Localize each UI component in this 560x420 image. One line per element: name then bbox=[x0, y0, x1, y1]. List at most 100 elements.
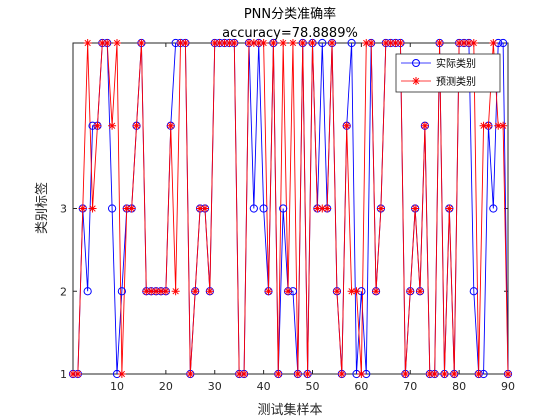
x-tick-label: 50 bbox=[305, 380, 319, 393]
x-tick-label: 60 bbox=[354, 380, 368, 393]
data-point-predicted bbox=[205, 287, 214, 296]
data-point-predicted bbox=[435, 39, 444, 47]
data-point-actual bbox=[469, 287, 478, 296]
data-point-predicted bbox=[83, 39, 92, 47]
data-point-predicted bbox=[425, 370, 434, 378]
x-tick-label: 40 bbox=[257, 380, 271, 393]
data-point-actual bbox=[347, 38, 356, 48]
data-point-predicted bbox=[298, 39, 307, 47]
data-point-predicted bbox=[401, 370, 410, 378]
data-point-predicted bbox=[279, 39, 288, 47]
data-point-predicted bbox=[200, 204, 209, 213]
data-point-predicted bbox=[450, 370, 459, 378]
data-point-predicted bbox=[117, 370, 126, 378]
data-point-predicted bbox=[288, 39, 297, 47]
data-point-predicted bbox=[137, 39, 146, 47]
data-point-predicted bbox=[73, 370, 82, 378]
data-point-predicted bbox=[259, 39, 268, 47]
data-point-predicted bbox=[342, 121, 351, 130]
data-point-predicted bbox=[186, 370, 195, 378]
series-line-1 bbox=[73, 42, 509, 375]
data-point-predicted bbox=[108, 121, 117, 130]
legend: 实际类别 预测类别 bbox=[395, 53, 501, 93]
data-point-predicted bbox=[78, 204, 87, 213]
data-point-predicted bbox=[308, 39, 317, 47]
data-point-predicted bbox=[372, 287, 381, 296]
data-point-predicted bbox=[132, 121, 141, 130]
data-point-actual bbox=[499, 38, 508, 48]
x-tick-label: 70 bbox=[403, 380, 417, 393]
data-point-predicted bbox=[352, 287, 361, 296]
data-point-predicted bbox=[191, 287, 200, 296]
x-tick-label: 90 bbox=[501, 380, 515, 393]
legend-label-actual: 实际类别 bbox=[436, 57, 476, 70]
data-point-predicted bbox=[420, 121, 429, 130]
data-point-predicted bbox=[328, 39, 337, 47]
data-point-predicted bbox=[332, 287, 341, 296]
data-point-actual bbox=[318, 38, 327, 48]
legend-marker-actual bbox=[412, 59, 420, 67]
data-point-predicted bbox=[484, 121, 493, 130]
data-point-predicted bbox=[313, 204, 322, 213]
data-point-predicted bbox=[323, 204, 332, 213]
y-tick-label: 1 bbox=[60, 368, 67, 381]
y-axis-title: 类别标签 bbox=[34, 182, 50, 234]
data-point-predicted bbox=[406, 287, 415, 296]
legend-label-predicted: 预测类别 bbox=[436, 75, 476, 88]
data-point-predicted bbox=[171, 287, 180, 296]
data-point-predicted bbox=[474, 370, 483, 378]
data-point-predicted bbox=[489, 39, 498, 47]
data-point-predicted bbox=[416, 287, 425, 296]
data-point-predicted bbox=[293, 370, 302, 378]
data-point-predicted bbox=[376, 204, 385, 213]
chart-subtitle: accuracy=78.8889% bbox=[222, 26, 358, 41]
data-point-predicted bbox=[464, 39, 473, 47]
data-point-predicted bbox=[176, 39, 185, 47]
data-point-actual bbox=[259, 204, 268, 213]
data-point-predicted bbox=[440, 370, 449, 378]
x-tick-label: 30 bbox=[208, 380, 222, 393]
x-tick-label: 80 bbox=[452, 380, 466, 393]
data-point-actual bbox=[489, 204, 498, 213]
series-markers bbox=[68, 38, 513, 379]
data-point-predicted bbox=[318, 204, 327, 213]
legend-marker-predicted bbox=[412, 77, 420, 85]
data-point-predicted bbox=[215, 39, 224, 47]
data-point-actual bbox=[117, 287, 126, 296]
data-point-predicted bbox=[244, 39, 253, 47]
data-point-predicted bbox=[240, 370, 249, 378]
data-point-predicted bbox=[254, 39, 263, 47]
data-point-predicted bbox=[225, 39, 234, 47]
data-point-predicted bbox=[181, 39, 190, 47]
chart-title: PNN分类准确率 bbox=[244, 6, 336, 22]
data-point-predicted bbox=[303, 370, 312, 378]
data-point-predicted bbox=[127, 204, 136, 213]
data-point-predicted bbox=[504, 370, 512, 378]
data-point-predicted bbox=[230, 39, 239, 47]
data-point-predicted bbox=[112, 39, 121, 47]
data-point-actual bbox=[279, 204, 288, 213]
x-tick-label: 20 bbox=[159, 380, 173, 393]
data-point-predicted bbox=[367, 39, 376, 47]
data-point-actual bbox=[108, 204, 117, 213]
y-tick-label: 2 bbox=[60, 285, 67, 298]
data-point-predicted bbox=[284, 287, 293, 296]
x-tick-label: 10 bbox=[110, 380, 124, 393]
data-point-predicted bbox=[103, 39, 112, 47]
data-point-predicted bbox=[264, 287, 273, 296]
data-point-predicted bbox=[166, 121, 175, 130]
data-point-predicted bbox=[396, 39, 405, 47]
data-point-actual bbox=[83, 287, 92, 296]
data-point-predicted bbox=[411, 204, 420, 213]
data-point-predicted bbox=[161, 287, 170, 296]
data-point-predicted bbox=[499, 121, 508, 130]
data-point-predicted bbox=[445, 204, 454, 213]
data-point-predicted bbox=[88, 204, 97, 213]
data-point-actual bbox=[249, 204, 258, 213]
data-point-predicted bbox=[269, 39, 278, 47]
y-tick-label: 3 bbox=[60, 203, 67, 216]
data-point-predicted bbox=[357, 370, 366, 378]
data-point-predicted bbox=[430, 370, 439, 378]
